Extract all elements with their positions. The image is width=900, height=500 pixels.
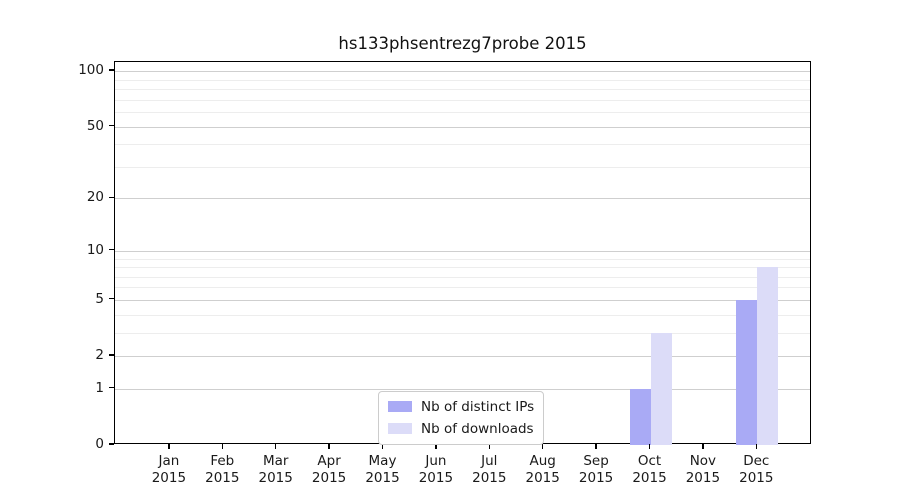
plot-area xyxy=(114,61,811,445)
x-tick-mark-nov xyxy=(702,444,704,449)
bar-oct-downloads xyxy=(650,332,672,445)
year-label: 2015 xyxy=(311,470,347,486)
month-label: Feb xyxy=(210,453,235,469)
x-axis-tick-label-jan: Jan 2015 xyxy=(142,453,196,487)
legend-swatch-downloads xyxy=(388,423,412,434)
month-label: Oct xyxy=(637,453,662,469)
y-tick-mark-5 xyxy=(109,298,114,300)
month-label: Jul xyxy=(481,453,498,469)
x-axis-tick-label-may: May 2015 xyxy=(356,453,410,487)
x-tick-mark-sep xyxy=(595,444,597,449)
year-label: 2015 xyxy=(205,470,240,486)
x-tick-mark-jun xyxy=(435,444,437,449)
x-tick-mark-oct xyxy=(648,444,651,449)
y-tick-mark-0 xyxy=(109,443,114,445)
x-tick-mark-feb xyxy=(221,444,223,449)
y-tick-mark-2 xyxy=(109,354,114,356)
minor-gridline-60 xyxy=(115,111,810,113)
year-label: 2015 xyxy=(632,470,667,486)
y-axis-tick-label-2: 2 xyxy=(95,347,104,363)
major-gridline-20 xyxy=(115,198,810,200)
month-label: Aug xyxy=(529,453,556,469)
month-label: Nov xyxy=(689,453,717,469)
y-axis-tick-label-50: 50 xyxy=(86,117,104,134)
y-tick-mark-10 xyxy=(109,249,114,251)
y-tick-mark-50 xyxy=(109,124,114,127)
y-axis-tick-label-10: 10 xyxy=(86,241,104,258)
month-label: Jun xyxy=(425,453,447,469)
x-tick-mark-apr xyxy=(328,444,330,449)
x-axis-tick-label-mar: Mar 2015 xyxy=(249,453,303,487)
chart-title: hs133phsentrezg7probe 2015 xyxy=(338,34,587,53)
x-tick-mark-jan xyxy=(168,444,170,449)
minor-gridline-6 xyxy=(115,287,810,289)
minor-gridline-40 xyxy=(115,144,810,146)
year-label: 2015 xyxy=(258,470,293,486)
bar-dec-downloads xyxy=(757,267,779,445)
month-label: Dec xyxy=(743,453,770,469)
y-axis-tick-label-20: 20 xyxy=(86,189,104,206)
month-label: May xyxy=(368,453,397,469)
year-label: 2015 xyxy=(365,470,400,486)
x-axis-tick-label-jun: Jun 2015 xyxy=(409,453,463,487)
year-label: 2015 xyxy=(418,470,454,486)
major-gridline-1 xyxy=(115,388,810,390)
minor-gridline-7 xyxy=(115,276,810,278)
major-gridline-100 xyxy=(115,71,810,73)
major-gridline-5 xyxy=(115,299,810,301)
minor-gridline-3 xyxy=(115,332,810,334)
x-axis-tick-label-apr: Apr 2015 xyxy=(302,453,356,487)
year-label: 2015 xyxy=(685,470,721,486)
month-label: Sep xyxy=(583,453,609,469)
year-label: 2015 xyxy=(525,470,560,486)
x-axis-tick-label-aug: Aug 2015 xyxy=(516,453,570,487)
legend-item-downloads: Nb of downloads xyxy=(388,419,534,438)
x-tick-mark-dec xyxy=(755,444,757,449)
month-label: Mar xyxy=(262,453,289,469)
year-label: 2015 xyxy=(739,470,774,486)
x-axis-tick-label-sep: Sep 2015 xyxy=(569,453,623,487)
minor-gridline-9 xyxy=(115,258,810,260)
x-tick-mark-aug xyxy=(542,444,544,449)
x-axis-tick-label-feb: Feb 2015 xyxy=(195,453,249,487)
minor-gridline-30 xyxy=(115,166,810,168)
legend-label: Nb of distinct IPs xyxy=(421,398,535,415)
legend-label: Nb of downloads xyxy=(421,420,534,437)
x-tick-mark-jul xyxy=(488,444,490,449)
minor-gridline-80 xyxy=(115,89,810,90)
bar-dec-distinct-ips xyxy=(736,299,758,445)
minor-gridline-90 xyxy=(115,79,810,81)
x-tick-mark-mar xyxy=(275,444,277,449)
legend: Nb of distinct IPs Nb of downloads xyxy=(378,391,545,445)
minor-gridline-8 xyxy=(115,267,810,268)
year-label: 2015 xyxy=(151,470,187,486)
x-tick-mark-may xyxy=(381,444,384,449)
y-tick-mark-1 xyxy=(109,387,114,389)
y-tick-mark-20 xyxy=(109,196,114,198)
month-label: Apr xyxy=(317,453,341,469)
major-gridline-10 xyxy=(115,250,810,252)
bar-oct-distinct-ips xyxy=(629,388,651,445)
month-label: Jan xyxy=(158,453,180,469)
major-gridline-2 xyxy=(115,356,810,357)
x-axis-tick-label-dec: Dec 2015 xyxy=(729,453,783,487)
y-axis-tick-label-5: 5 xyxy=(95,290,104,307)
x-axis-tick-label-jul: Jul 2015 xyxy=(462,453,516,487)
x-axis-tick-label-nov: Nov 2015 xyxy=(676,453,730,487)
year-label: 2015 xyxy=(472,470,507,486)
year-label: 2015 xyxy=(578,470,614,486)
y-axis-tick-label-0: 0 xyxy=(95,436,104,452)
y-axis-tick-label-1: 1 xyxy=(95,379,104,396)
major-gridline-50 xyxy=(115,126,810,128)
legend-item-distinct-ips: Nb of distinct IPs xyxy=(388,397,534,416)
y-tick-mark-100 xyxy=(109,69,114,71)
minor-gridline-70 xyxy=(115,99,810,101)
minor-gridline-4 xyxy=(115,314,810,316)
y-axis-tick-label-100: 100 xyxy=(78,62,104,79)
x-axis-tick-label-oct: Oct 2015 xyxy=(623,453,677,487)
legend-swatch-distinct-ips xyxy=(388,401,412,412)
